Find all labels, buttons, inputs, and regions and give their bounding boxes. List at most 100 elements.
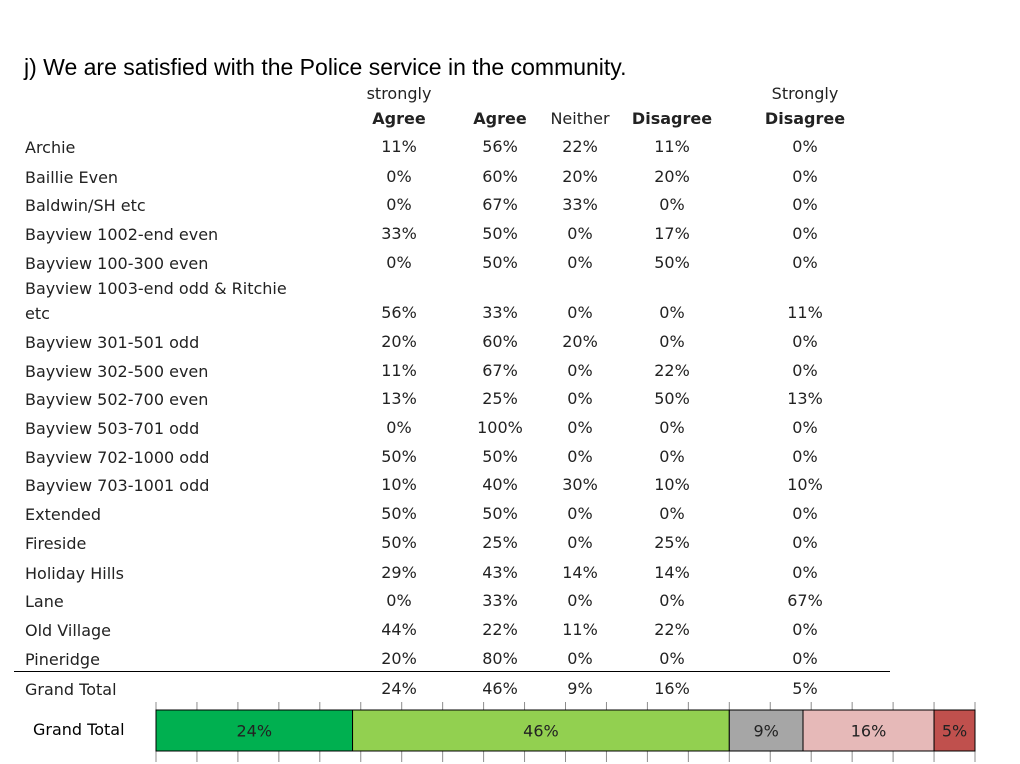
table-row-value: 67% (787, 591, 823, 610)
table-row-value: 100% (477, 418, 523, 437)
table-row-value: 13% (787, 389, 823, 408)
table-row-value: 25% (654, 533, 690, 552)
table-row-value: 25% (482, 389, 518, 408)
table-row-value: 20% (654, 167, 690, 186)
table-row-value: 67% (482, 195, 518, 214)
bar-data-label: 24% (236, 722, 272, 741)
table-row-value: 0% (792, 361, 818, 380)
table-row-value: 0% (792, 167, 818, 186)
table-row-value: 0% (386, 418, 412, 437)
table-row-value: 0% (567, 253, 593, 272)
table-row-value: 0% (567, 649, 593, 668)
bar-segment (728, 709, 804, 752)
table-row-value: 10% (654, 475, 690, 494)
table-row-label: Baillie Even (25, 168, 119, 187)
table-row-value: 0% (659, 649, 685, 668)
table-row-value: 44% (381, 620, 417, 639)
table-row-value: 0% (567, 447, 593, 466)
table-row-value: 13% (381, 389, 417, 408)
bar-data-label: 46% (523, 722, 559, 741)
table-row-label: Fireside (25, 534, 87, 553)
table-row-label: Bayview 100-300 even (25, 254, 209, 273)
column-header: Disagree (764, 109, 846, 128)
grand-total-row-value: 24% (381, 679, 417, 698)
bar-segment (933, 709, 976, 752)
table-row-value: 50% (654, 253, 690, 272)
table-row-label: Archie (25, 138, 76, 157)
table-row-value: 67% (482, 361, 518, 380)
table-row-value: 0% (386, 591, 412, 610)
table-row-label: Holiday Hills (25, 564, 124, 583)
table-row-value: 33% (562, 195, 598, 214)
table-row-value: 0% (659, 447, 685, 466)
table-row-value: 50% (482, 253, 518, 272)
table-row-value: 0% (792, 563, 818, 582)
total-separator-line (14, 671, 890, 672)
table-row-value: 25% (482, 533, 518, 552)
table-row-label: Bayview 1002-end even (25, 225, 219, 244)
table-row-label: Extended (25, 505, 101, 524)
table-row-value: 0% (659, 504, 685, 523)
table-row-label: Lane (25, 592, 64, 611)
stacked-bar-category-label: Grand Total (33, 720, 125, 739)
grand-total-row-value: 46% (482, 679, 518, 698)
column-header: Agree (372, 109, 426, 128)
table-row-value: 33% (381, 224, 417, 243)
table-row-value: 0% (567, 361, 593, 380)
table-row-value: 0% (567, 504, 593, 523)
table-row-value: 10% (381, 475, 417, 494)
table-row-value: 50% (482, 447, 518, 466)
table-row-value: 0% (792, 504, 818, 523)
table-row-value: 0% (792, 253, 818, 272)
column-header: Disagree (631, 109, 713, 128)
table-row-label: Old Village (25, 621, 112, 640)
table-row-value: 22% (562, 137, 598, 156)
table-row-value: 20% (381, 332, 417, 351)
bar-segment (802, 709, 935, 752)
table-row-value: 56% (381, 303, 417, 322)
table-row-value: 11% (381, 137, 417, 156)
table-row-value: 0% (792, 137, 818, 156)
table-row-value: 14% (562, 563, 598, 582)
column-header-top: strongly (366, 84, 432, 103)
table-row-value: 0% (386, 253, 412, 272)
table-row-value: 0% (792, 649, 818, 668)
table-row-value: 60% (482, 167, 518, 186)
table-row-label: Baldwin/SH etc (25, 196, 146, 215)
table-row-value: 10% (787, 475, 823, 494)
bar-data-label: 5% (942, 722, 967, 741)
grand-total-row-value: 16% (654, 679, 690, 698)
table-row-value: 0% (659, 303, 685, 322)
table-row-label: etc (25, 304, 50, 323)
table-row-value: 11% (381, 361, 417, 380)
column-header: Neither (550, 109, 610, 128)
table-row-value: 22% (654, 361, 690, 380)
table-row-value: 80% (482, 649, 518, 668)
table-row-value: 0% (567, 224, 593, 243)
table-row-value: 50% (482, 224, 518, 243)
table-row-label: Pineridge (25, 650, 100, 669)
table-row-value: 20% (562, 332, 598, 351)
table-row-label: Bayview 1003-end odd & Ritchie (25, 279, 287, 298)
table-row-value: 17% (654, 224, 690, 243)
table-row-value: 50% (381, 504, 417, 523)
table-row-value: 20% (562, 167, 598, 186)
table-row-value: 0% (386, 195, 412, 214)
table-row-value: 11% (787, 303, 823, 322)
table-row-value: 50% (654, 389, 690, 408)
table-row-value: 50% (482, 504, 518, 523)
table-row-value: 0% (792, 620, 818, 639)
table-row-value: 11% (562, 620, 598, 639)
table-row-value: 0% (567, 533, 593, 552)
table-row-value: 50% (381, 447, 417, 466)
table-row-value: 43% (482, 563, 518, 582)
table-row-value: 60% (482, 332, 518, 351)
table-row-value: 22% (482, 620, 518, 639)
grand-total-row-value: 5% (792, 679, 818, 698)
table-row-value: 0% (386, 167, 412, 186)
table-row-value: 0% (567, 591, 593, 610)
table-row-value: 14% (654, 563, 690, 582)
table-row-value: 0% (659, 195, 685, 214)
table-row-value: 0% (567, 389, 593, 408)
table-row-value: 0% (792, 332, 818, 351)
